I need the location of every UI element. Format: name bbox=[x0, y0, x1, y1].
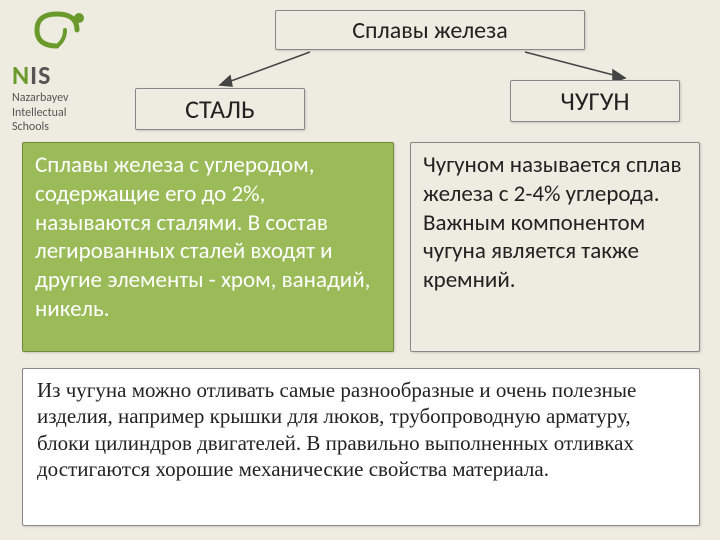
main-title-text: Сплавы железа bbox=[352, 16, 508, 45]
steel-label-text: СТАЛЬ bbox=[185, 93, 255, 125]
steel-description: Сплавы железа с углеродом, содержащие ег… bbox=[22, 142, 394, 352]
logo-text: NIS Nazarbayev Intellectual Schools bbox=[12, 60, 68, 134]
steel-description-text: Сплавы железа с углеродом, содержащие ег… bbox=[35, 151, 370, 323]
footer-description-text: Из чугуна можно отливать самые разнообра… bbox=[37, 378, 636, 481]
logo-letters-is: IS bbox=[30, 59, 51, 91]
cast-iron-description: Чугуном называется сплав железа с 2-4% у… bbox=[410, 142, 700, 352]
cast-iron-label-text: ЧУГУН bbox=[560, 85, 629, 117]
main-title: Сплавы железа bbox=[275, 10, 585, 50]
nis-logo: NIS Nazarbayev Intellectual Schools bbox=[12, 8, 122, 128]
logo-line1: Nazarbayev bbox=[12, 91, 68, 105]
steel-label: СТАЛЬ bbox=[135, 88, 305, 130]
cast-iron-label: ЧУГУН bbox=[510, 80, 680, 122]
cast-iron-description-text: Чугуном называется сплав железа с 2-4% у… bbox=[423, 151, 681, 294]
logo-line3: Schools bbox=[12, 120, 68, 134]
logo-swirl-icon bbox=[27, 8, 107, 56]
footer-description: Из чугуна можно отливать самые разнообра… bbox=[22, 368, 700, 526]
logo-letter-n: N bbox=[12, 59, 30, 91]
logo-line2: Intellectual bbox=[12, 106, 68, 120]
